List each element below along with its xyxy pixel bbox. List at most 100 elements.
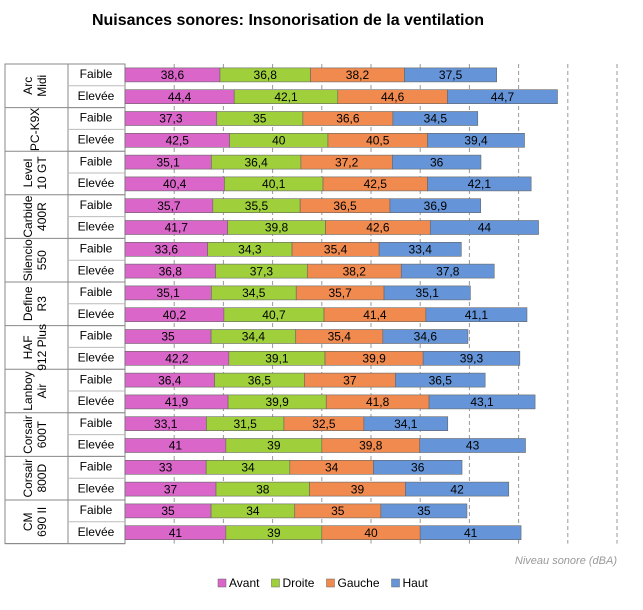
bar-segment: [395, 372, 486, 388]
value-label: 39: [351, 482, 365, 496]
value-label: 43: [466, 439, 480, 453]
group-label: DefineR3: [21, 286, 49, 321]
bar-segment: [447, 89, 558, 104]
group-label-line: Air: [35, 384, 49, 399]
bar-segment: [429, 220, 539, 235]
value-label: 39,8: [265, 221, 289, 235]
value-label: 44,6: [381, 90, 405, 104]
group-label-line: Arc: [21, 77, 35, 95]
value-label: 36,8: [159, 264, 183, 278]
bar-segment: [378, 242, 462, 257]
value-label: 41: [169, 439, 183, 453]
value-label: 37,3: [250, 264, 274, 278]
group-label-line: Lanboy: [21, 371, 35, 410]
group-label-line: 800D: [35, 464, 49, 493]
value-label: 40: [272, 133, 286, 147]
value-label: 35,5: [245, 199, 269, 213]
value-label: 40,5: [366, 133, 390, 147]
value-label: 42,5: [364, 177, 388, 191]
group-label: Corsair600T: [21, 415, 49, 454]
value-label: 44: [478, 221, 492, 235]
value-label: 33,6: [155, 242, 179, 256]
bar-segment: [419, 438, 526, 453]
value-label: 35: [417, 504, 431, 518]
row-label: Faible: [80, 372, 113, 386]
value-label: 34,1: [394, 417, 418, 431]
value-label: 36,4: [244, 155, 268, 169]
bar-segment: [380, 503, 468, 519]
group-label-line: Carbide: [21, 195, 35, 237]
group-label: PC-K9X: [28, 108, 42, 151]
group-label: CM690 II: [21, 507, 49, 537]
value-label: 40,7: [262, 308, 286, 322]
value-label: 38,2: [346, 68, 370, 82]
row-label: Elevée: [78, 481, 115, 495]
bar-segment: [404, 67, 498, 83]
bar-segment: [425, 307, 528, 323]
value-label: 37,2: [335, 155, 359, 169]
value-label: 43,1: [470, 395, 494, 409]
group-label-line: 550: [35, 250, 49, 270]
bar-segment: [382, 329, 469, 344]
group-label-line: Midi: [35, 75, 49, 97]
group-label-line: Corsair: [21, 459, 35, 498]
group-label-line: 10 GT: [35, 156, 49, 190]
value-label: 42,1: [468, 177, 492, 191]
group-label-line: CM: [21, 512, 35, 531]
value-label: 37,8: [436, 264, 460, 278]
bar-segment: [428, 394, 536, 410]
value-label: 41: [464, 526, 478, 540]
value-label: 34,4: [242, 330, 266, 344]
value-label: 39,8: [359, 439, 383, 453]
row-label: Faible: [80, 67, 113, 81]
bar-segment: [373, 459, 463, 475]
value-label: 38,2: [343, 264, 367, 278]
group-label-line: R3: [35, 296, 49, 312]
value-label: 36: [411, 460, 425, 474]
row-label: Elevée: [78, 263, 115, 277]
value-label: 36,5: [333, 199, 357, 213]
row-label: Faible: [80, 329, 113, 343]
value-label: 37: [164, 482, 178, 496]
bar-segment: [363, 416, 449, 432]
value-label: 44,4: [168, 90, 192, 104]
legend-label: Avant: [229, 576, 260, 590]
row-label: Faible: [80, 285, 113, 299]
value-label: 35: [161, 330, 175, 344]
group-label: Corsair800D: [21, 459, 49, 498]
row-label: Elevée: [78, 394, 115, 408]
value-label: 40,1: [262, 177, 286, 191]
value-label: 36,9: [424, 199, 448, 213]
value-label: 39,9: [362, 351, 386, 365]
group-label-line: 400R: [35, 202, 49, 231]
group-label: ArcMidi: [21, 75, 49, 97]
row-label: Elevée: [78, 525, 115, 539]
value-label: 34: [241, 460, 255, 474]
value-label: 35,4: [328, 330, 352, 344]
value-label: 35,1: [156, 155, 180, 169]
legend-label: Gauche: [337, 576, 379, 590]
value-label: 39: [267, 439, 281, 453]
value-label: 41,8: [366, 395, 390, 409]
legend-swatch: [271, 578, 280, 588]
value-label: 40: [364, 526, 378, 540]
bar-segment: [389, 198, 482, 213]
value-label: 35: [161, 504, 175, 518]
value-label: 42,6: [366, 221, 390, 235]
legend-label: Haut: [403, 576, 429, 590]
value-label: 37,5: [439, 68, 463, 82]
bar-segment: [427, 133, 525, 148]
legend-label: Droite: [282, 576, 314, 590]
value-label: 37,3: [159, 112, 183, 126]
x-axis-title: Niveau sonore (dBA): [515, 555, 617, 567]
legend-swatch: [217, 578, 227, 588]
value-label: 35: [331, 504, 345, 518]
value-label: 34,5: [242, 286, 266, 300]
value-label: 35,4: [324, 242, 348, 256]
value-label: 44,7: [491, 90, 515, 104]
row-label: Faible: [80, 154, 113, 168]
bar-segment: [392, 111, 479, 126]
value-label: 34,5: [424, 112, 448, 126]
row-label: Faible: [80, 503, 113, 517]
group-label-line: 690 II: [35, 507, 49, 537]
